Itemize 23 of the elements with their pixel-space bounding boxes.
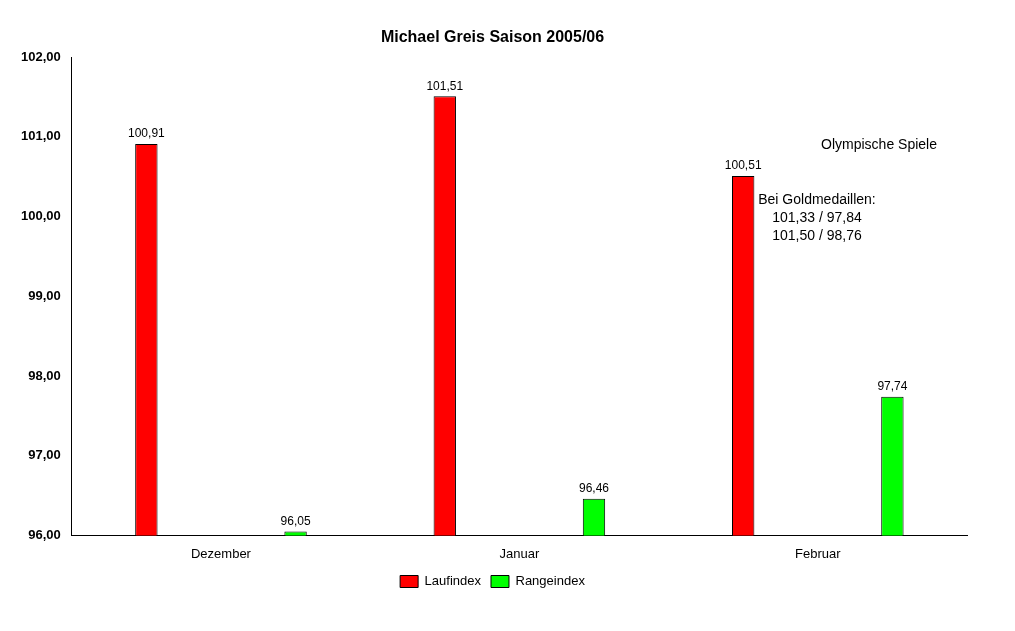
annotation: 101,33 / 97,84 <box>772 209 862 226</box>
data-label: 96,46 <box>578 481 610 496</box>
data-label: 97,74 <box>877 379 908 394</box>
annotation: 101,50 / 98,76 <box>772 227 862 244</box>
y-tick-label: 99,00 <box>28 287 61 303</box>
y-tick-label: 96,00 <box>28 526 61 542</box>
y-tick-label: 98,00 <box>28 367 61 383</box>
data-label: 100,51 <box>724 158 762 173</box>
legend-label: Rangeindex <box>515 573 586 589</box>
annotation: Olympische Spiele <box>821 136 938 153</box>
annotation: Bei Goldmedaillen: <box>758 191 876 208</box>
x-tick-label: Februar <box>795 545 842 561</box>
y-tick-label: 97,00 <box>28 447 61 463</box>
y-tick-label: 101,00 <box>21 128 61 144</box>
y-tick-label: 102,00 <box>21 48 61 64</box>
data-label: 101,51 <box>426 78 464 93</box>
legend-label: Laufindex <box>424 573 482 589</box>
x-tick-label: Dezember <box>190 545 252 561</box>
data-label: 96,05 <box>280 513 311 528</box>
data-label: 100,91 <box>128 126 166 141</box>
x-tick-label: Januar <box>499 545 540 561</box>
y-tick-label: 100,00 <box>21 208 61 224</box>
chart-title: Michael Greis Saison 2005/06 <box>380 28 605 46</box>
